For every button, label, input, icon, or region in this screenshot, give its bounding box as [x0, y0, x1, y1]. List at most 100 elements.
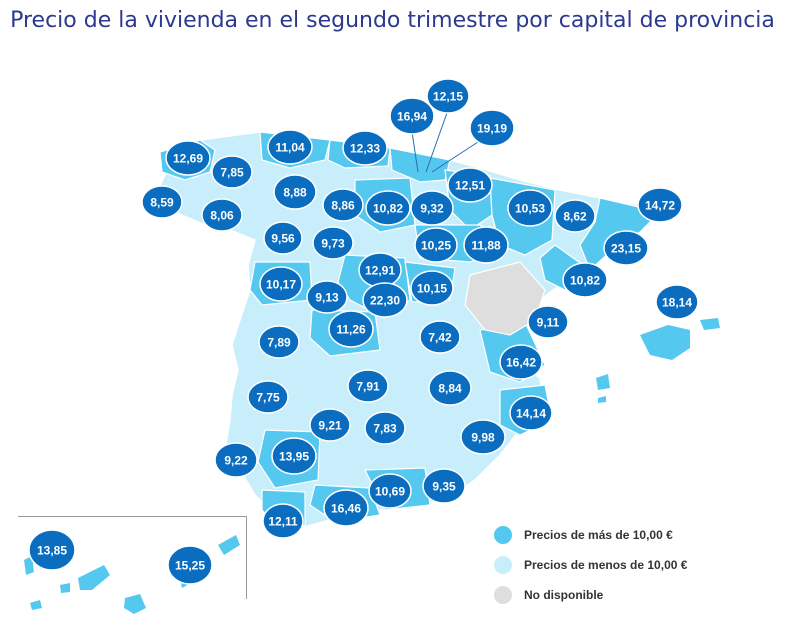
- bubble-avila: 9,13: [306, 280, 348, 314]
- bubble-zamora: 9,56: [263, 221, 303, 255]
- bubble-marker: [419, 320, 461, 354]
- bubble-marker: [28, 529, 76, 571]
- price-label: 9,32: [420, 202, 444, 216]
- bubble-jaen: 7,83: [364, 411, 406, 445]
- bubble-marker: [267, 129, 313, 165]
- bubble-valladolid: 9,73: [312, 226, 354, 260]
- balearic-islands: [596, 318, 720, 403]
- leader-alava: [431, 141, 479, 173]
- bubble-marker: [637, 187, 683, 223]
- legend-label: No disponible: [524, 588, 604, 602]
- bubble-guadalajara: 10,15: [410, 270, 454, 306]
- bubble-la-rioja: 9,32: [410, 190, 454, 226]
- island-hierro: [30, 600, 42, 610]
- price-label: 9,35: [432, 480, 456, 494]
- price-label: 10,15: [417, 282, 447, 296]
- bubble-bizkaia: 16,94: [389, 97, 435, 135]
- bubble-las-palmas: 15,25: [167, 545, 213, 585]
- bubble-leon: 8,88: [273, 174, 317, 210]
- price-label: 9,22: [224, 454, 248, 468]
- bubble-marker: [426, 78, 470, 114]
- price-label: 15,25: [175, 559, 205, 573]
- ibiza-shape: [596, 374, 610, 390]
- island-gomera: [60, 583, 70, 593]
- price-label: 10,53: [515, 202, 545, 216]
- bubble-marker: [273, 174, 317, 210]
- bubble-badajoz: 7,75: [247, 380, 289, 414]
- bubble-pontevedra: 8,59: [141, 185, 183, 219]
- price-label: 9,98: [471, 431, 495, 445]
- leader-gipuzkoa: [425, 109, 449, 173]
- bubble-marker: [655, 284, 699, 320]
- price-label: 8,62: [563, 210, 587, 224]
- bubble-marker: [211, 155, 253, 189]
- price-label: 8,06: [210, 209, 234, 223]
- price-label: 10,17: [266, 278, 296, 292]
- price-label: 13,85: [37, 544, 67, 558]
- bubble-marker: [499, 344, 543, 380]
- bubble-marker: [554, 199, 596, 233]
- bubble-santa-cruz-de-tenerife: 13,85: [28, 529, 76, 571]
- bubble-girona: 14,72: [637, 187, 683, 223]
- bubble-segovia: 12,91: [358, 252, 402, 288]
- bubble-almeria: 9,35: [422, 468, 466, 504]
- bubble-marker: [342, 130, 388, 166]
- price-label: 16,46: [331, 502, 361, 516]
- bubble-marker: [214, 442, 258, 478]
- island-lapalma: [24, 556, 34, 575]
- price-label: 8,59: [150, 196, 174, 210]
- price-label: 13,95: [279, 450, 309, 464]
- bubble-marker: [258, 325, 300, 359]
- bubble-albacete: 8,84: [428, 370, 472, 406]
- legend-item-below: Precios de menos de 10,00 €: [494, 550, 687, 580]
- bubble-a-coruna: 12,69: [165, 140, 211, 176]
- bubble-caceres: 7,89: [258, 325, 300, 359]
- bubble-lleida: 8,62: [554, 199, 596, 233]
- price-label: 9,11: [537, 316, 560, 330]
- bubble-marker: [447, 167, 493, 203]
- bubble-murcia: 9,98: [460, 419, 506, 455]
- bubble-marker: [562, 262, 608, 298]
- menorca-shape: [700, 318, 720, 330]
- bubble-sevilla: 13,95: [271, 437, 317, 475]
- bubble-tarragona: 10,82: [562, 262, 608, 298]
- canary-inset-frame: [18, 516, 247, 599]
- price-label: 7,91: [356, 380, 380, 394]
- price-label: 9,73: [321, 237, 345, 251]
- bubble-marker: [201, 198, 243, 232]
- bubble-valencia: 16,42: [499, 344, 543, 380]
- price-label: 9,13: [315, 291, 339, 305]
- bubble-marker: [323, 489, 369, 527]
- bubble-malaga: 16,46: [323, 489, 369, 527]
- bubble-marker: [410, 270, 454, 306]
- bubble-castellon: 9,11: [527, 305, 569, 339]
- region-unavailable: [464, 261, 546, 336]
- bubble-marker: [364, 411, 406, 445]
- region-basque: [389, 147, 451, 183]
- bubble-marker: [312, 226, 354, 260]
- bubble-marker: [262, 503, 304, 539]
- price-label: 7,75: [256, 391, 280, 405]
- bubble-marker: [509, 395, 553, 431]
- bubble-marker: [527, 305, 569, 339]
- bubble-ourense: 8,06: [201, 198, 243, 232]
- bubble-huelva: 9,22: [214, 442, 258, 478]
- price-label: 8,86: [331, 199, 355, 213]
- bubble-asturias: 11,04: [267, 129, 313, 165]
- bubble-marker: [167, 545, 213, 585]
- island-tenerife: [78, 565, 110, 590]
- bubble-marker: [463, 226, 509, 264]
- price-label: 16,94: [397, 110, 427, 124]
- bubble-madrid: 22,30: [362, 282, 408, 318]
- bubble-cordoba: 9,21: [309, 408, 351, 442]
- bubble-marker: [247, 380, 289, 414]
- bubble-marker: [460, 419, 506, 455]
- bubble-marker: [309, 408, 351, 442]
- price-label: 11,04: [275, 141, 305, 155]
- price-label: 9,21: [318, 419, 342, 433]
- legend-item-unavailable: No disponible: [494, 580, 687, 610]
- legend-label: Precios de menos de 10,00 €: [524, 558, 688, 572]
- price-label: 7,85: [220, 166, 244, 180]
- price-label: 8,84: [438, 382, 462, 396]
- price-label: 12,11: [268, 515, 298, 529]
